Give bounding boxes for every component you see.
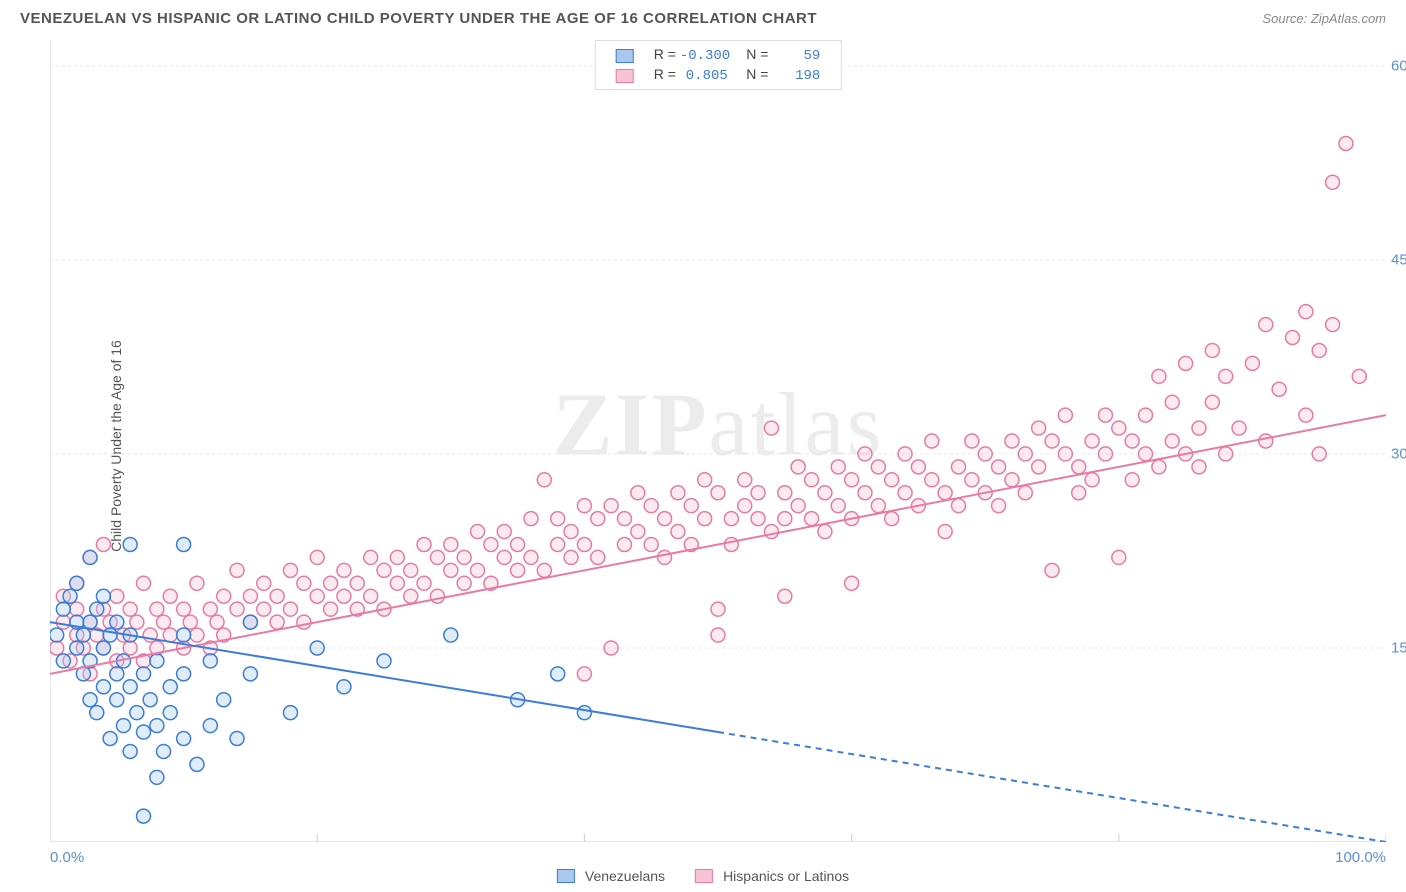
- scatter-plot-svg: [50, 40, 1386, 842]
- swatch-blue-icon: [557, 869, 575, 883]
- legend-row-venezuelans: R = -0.300 N = 59: [608, 45, 829, 65]
- y-tick-label: 30.0%: [1391, 445, 1406, 462]
- r-value-venezuelans: -0.300: [680, 48, 730, 64]
- chart-plot-area: R = -0.300 N = 59 R = 0.805 N = 198 ZIPa…: [50, 40, 1386, 842]
- x-tick-label: 0.0%: [50, 849, 84, 866]
- swatch-pink-icon: [695, 869, 713, 883]
- r-value-hispanics: 0.805: [680, 68, 728, 84]
- n-value-hispanics: 198: [772, 68, 820, 84]
- y-tick-label: 45.0%: [1391, 251, 1406, 268]
- swatch-blue-icon: [616, 49, 634, 63]
- chart-title: VENEZUELAN VS HISPANIC OR LATINO CHILD P…: [20, 10, 817, 27]
- legend-label-hispanics: Hispanics or Latinos: [723, 868, 849, 884]
- legend-row-hispanics: R = 0.805 N = 198: [608, 65, 829, 85]
- legend-item-hispanics: Hispanics or Latinos: [695, 868, 849, 884]
- chart-source: Source: ZipAtlas.com: [1262, 11, 1386, 26]
- legend-item-venezuelans: Venezuelans: [557, 868, 665, 884]
- y-tick-label: 15.0%: [1391, 639, 1406, 656]
- n-value-venezuelans: 59: [772, 48, 820, 64]
- y-tick-label: 60.0%: [1391, 57, 1406, 74]
- correlation-legend: R = -0.300 N = 59 R = 0.805 N = 198: [595, 40, 842, 90]
- swatch-pink-icon: [616, 69, 634, 83]
- x-tick-label: 100.0%: [1335, 849, 1386, 866]
- series-legend: Venezuelans Hispanics or Latinos: [557, 868, 849, 884]
- legend-label-venezuelans: Venezuelans: [585, 868, 665, 884]
- chart-header: VENEZUELAN VS HISPANIC OR LATINO CHILD P…: [0, 0, 1406, 32]
